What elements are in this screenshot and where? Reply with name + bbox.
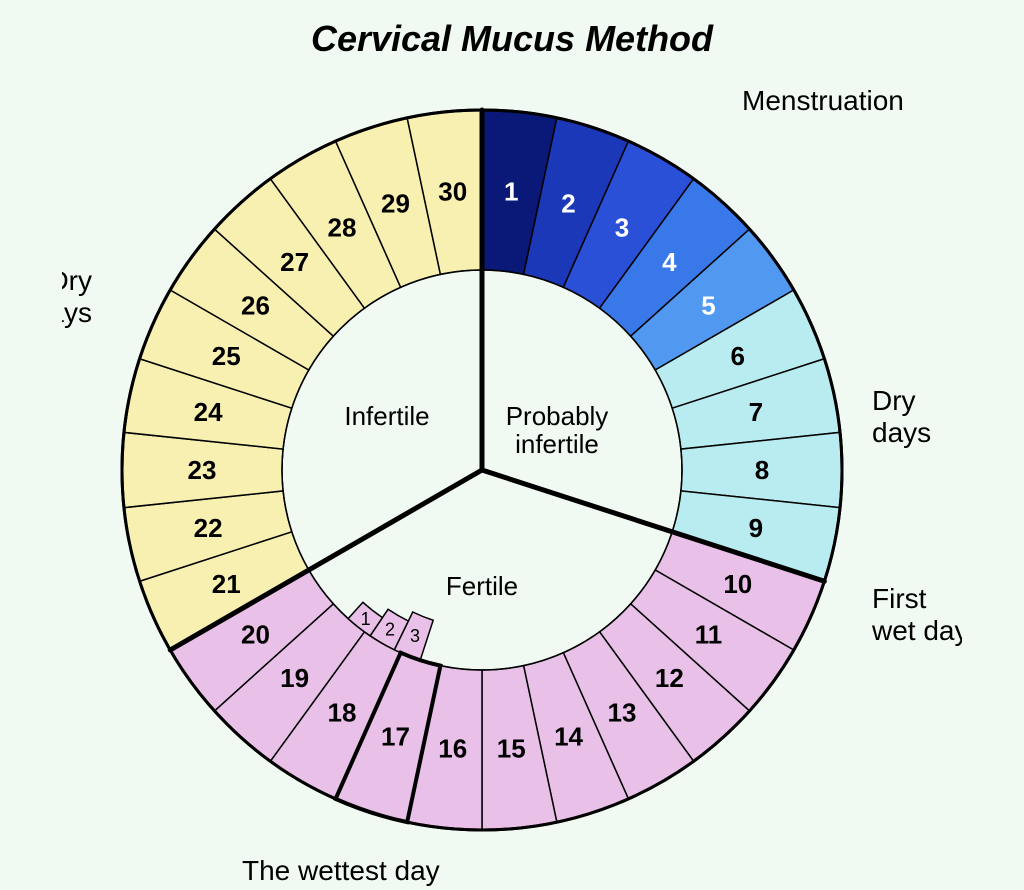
day-number-16: 16	[438, 733, 467, 763]
outer-label: days	[872, 417, 931, 448]
day-number-20: 20	[241, 620, 270, 650]
day-number-8: 8	[755, 455, 769, 485]
post-peak-num: 2	[385, 619, 395, 639]
day-number-5: 5	[701, 290, 715, 320]
phase-label: Probably	[506, 401, 609, 431]
phase-label: infertile	[515, 429, 599, 459]
day-number-10: 10	[723, 569, 752, 599]
day-number-17: 17	[381, 721, 410, 751]
day-number-6: 6	[731, 341, 745, 371]
day-number-13: 13	[608, 697, 637, 727]
day-number-9: 9	[749, 513, 763, 543]
day-number-24: 24	[194, 397, 223, 427]
day-number-3: 3	[615, 213, 629, 243]
day-number-30: 30	[438, 177, 467, 207]
cycle-chart: 1234567891011121314151617181920212223242…	[62, 70, 962, 890]
day-number-1: 1	[504, 177, 518, 207]
day-number-28: 28	[328, 213, 357, 243]
day-number-27: 27	[280, 247, 309, 277]
outer-label: Dry	[62, 265, 92, 296]
day-number-2: 2	[561, 189, 575, 219]
day-number-7: 7	[749, 397, 763, 427]
day-number-29: 29	[381, 189, 410, 219]
day-number-12: 12	[655, 663, 684, 693]
day-number-11: 11	[695, 620, 723, 650]
outer-label: First	[872, 583, 927, 614]
post-peak-num: 3	[410, 626, 420, 646]
outer-label: wet day	[871, 615, 962, 646]
day-number-18: 18	[328, 697, 357, 727]
post-peak-num: 1	[361, 609, 371, 629]
outer-label: The wettest day	[242, 855, 440, 886]
day-number-26: 26	[241, 290, 270, 320]
day-number-14: 14	[554, 721, 583, 751]
day-number-23: 23	[188, 455, 217, 485]
outer-label: Menstruation	[742, 85, 904, 116]
day-number-22: 22	[194, 513, 223, 543]
chart-title: Cervical Mucus Method	[0, 18, 1024, 60]
day-number-15: 15	[497, 733, 526, 763]
outer-label: days	[62, 297, 92, 328]
day-number-19: 19	[280, 663, 309, 693]
day-number-4: 4	[662, 247, 677, 277]
phase-label: Infertile	[344, 401, 429, 431]
phase-label: Fertile	[446, 571, 518, 601]
day-number-25: 25	[212, 341, 241, 371]
day-number-21: 21	[212, 569, 241, 599]
outer-label: Dry	[872, 385, 916, 416]
